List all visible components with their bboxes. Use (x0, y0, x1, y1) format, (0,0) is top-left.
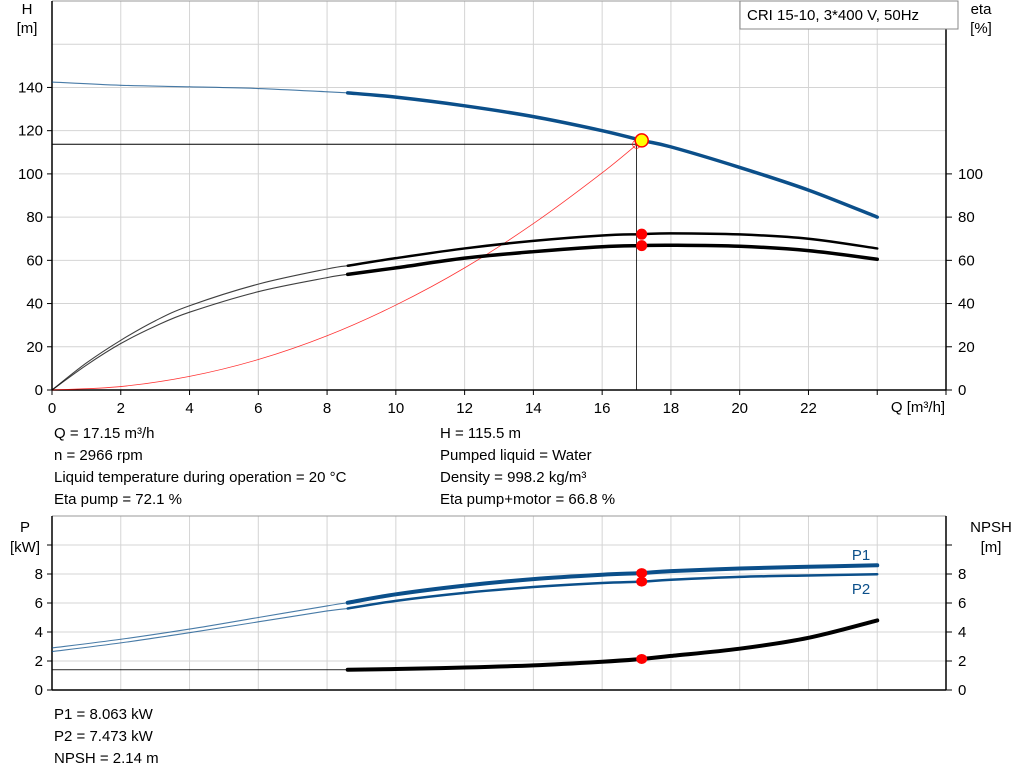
y-tick-label-right: 100 (958, 166, 983, 183)
chart-title: CRI 15-10, 3*400 V, 50Hz (747, 7, 919, 24)
series-P1-extended (51, 602, 348, 649)
power-npsh-chart: P [kW] NPSH [m] 0 0 2 2 4 4 6 6 8 8 P1 P2 (10, 515, 1012, 699)
y-tick-label-right: 80 (958, 209, 975, 226)
series-eta_pump (346, 232, 879, 267)
series-eta_pump_motor (345, 243, 879, 277)
y-tick-label-right: 40 (958, 296, 975, 313)
p1-duty-marker (636, 568, 648, 579)
y-tick-label-right: 4 (958, 624, 966, 641)
series-eta_pump-extended (51, 265, 348, 391)
y-tick-label-left: 6 (35, 595, 43, 612)
y-tick-label-left: 0 (35, 682, 43, 699)
y-tick-label-right: 60 (958, 252, 975, 269)
x-tick-label: 20 (731, 400, 748, 417)
pumped-liquid-readout: Pumped liquid = Water (440, 447, 592, 464)
y-tick-label-left: 140 (18, 79, 43, 96)
x-tick-label: 2 (117, 400, 125, 417)
y-tick-label-left: 80 (26, 209, 43, 226)
y-tick-label-right: 6 (958, 595, 966, 612)
p2-readout: P2 = 7.473 kW (54, 728, 153, 745)
y-axis-label-h: H (22, 1, 33, 18)
y-axis-unit-p: [kW] (10, 539, 40, 556)
y-axis-label-eta: eta (971, 1, 993, 18)
p2-duty-marker (636, 576, 648, 587)
x-tick-label: 12 (456, 400, 473, 417)
duty-info-left: Q = 17.15 m³/h n = 2966 rpm Liquid tempe… (54, 423, 346, 511)
liquid-temperature-readout: Liquid temperature during operation = 20… (54, 469, 347, 486)
npsh-duty-marker (636, 653, 648, 664)
density-readout: Density = 998.2 kg/m³ (440, 469, 587, 486)
x-tick-label: 14 (525, 400, 542, 417)
head-efficiency-chart: H [m] eta [%] Q [m³/h] 0 2 4 6 8 10 12 14 16 18 20… (17, 0, 993, 417)
y-axis-label-p: P (20, 519, 30, 536)
eta-pump-readout: Eta pump = 72.1 % (54, 491, 182, 508)
y-tick-label-left: 2 (35, 653, 43, 670)
y-axis-unit-eta: [%] (970, 20, 992, 37)
y-axis-unit-h: [m] (17, 20, 38, 37)
eta-pump-motor-readout: Eta pump+motor = 66.8 % (440, 491, 616, 508)
y-tick-label-left: 60 (26, 252, 43, 269)
series-NPSH (345, 618, 880, 672)
y-tick-label-right: 20 (958, 339, 975, 356)
p1-readout: P1 = 8.063 kW (54, 706, 153, 723)
x-tick-label: 4 (185, 400, 193, 417)
x-tick-label: 8 (323, 400, 331, 417)
head-readout: H = 115.5 m (440, 425, 522, 442)
speed-readout: n = 2966 rpm (54, 447, 143, 464)
y-tick-label-left: 100 (18, 166, 43, 183)
y-tick-label-left: 20 (26, 339, 43, 356)
y-tick-label-left: 40 (26, 296, 43, 313)
series-H-extended (51, 81, 348, 94)
duty-point-marker (634, 133, 649, 148)
npsh-readout: NPSH = 2.14 m (54, 750, 159, 767)
y-axis-unit-npsh: [m] (981, 539, 1002, 556)
y-tick-label-left: 120 (18, 123, 43, 140)
flow-readout: Q = 17.15 m³/h (54, 425, 155, 442)
y-tick-label-left: 4 (35, 624, 43, 641)
series-system_curve (51, 140, 642, 391)
x-tick-label: 10 (388, 400, 405, 417)
series-P2 (346, 573, 879, 610)
y-tick-label-right: 0 (958, 382, 966, 399)
x-tick-label: 22 (800, 400, 817, 417)
series-P1 (345, 563, 880, 605)
x-tick-label: 18 (663, 400, 680, 417)
chart-title-box (739, 0, 959, 30)
series-H (345, 91, 879, 219)
series-label-p1: P1 (852, 547, 870, 564)
y-tick-label-right: 8 (958, 566, 966, 583)
y-tick-label-left: 8 (35, 566, 43, 583)
series-label-p2: P2 (852, 581, 870, 598)
x-tick-label: 0 (48, 400, 56, 417)
y-axis-label-npsh: NPSH (970, 519, 1012, 536)
x-tick-label: 6 (254, 400, 262, 417)
eta-pump-motor-duty-marker (636, 240, 648, 252)
y-tick-label-right: 2 (958, 653, 966, 670)
series-eta_pump_motor-extended (51, 273, 348, 391)
duty-info-right: H = 115.5 m Pumped liquid = Water Densit… (440, 423, 615, 511)
y-tick-label-left: 0 (35, 382, 43, 399)
x-tick-label: 16 (594, 400, 611, 417)
x-axis-label: Q [m³/h] (891, 399, 945, 416)
y-tick-label-right: 0 (958, 682, 966, 699)
series-P2-extended (51, 607, 348, 653)
eta-pump-duty-marker (636, 228, 648, 240)
power-info: P1 = 8.063 kW P2 = 7.473 kW NPSH = 2.14 … (54, 704, 159, 770)
